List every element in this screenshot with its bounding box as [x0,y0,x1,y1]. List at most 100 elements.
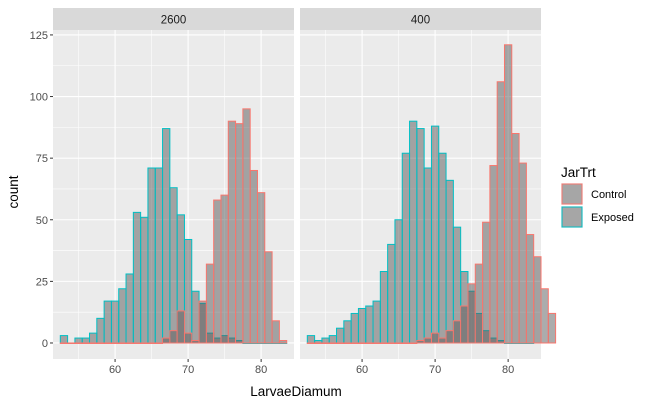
histogram-bar-control [278,340,288,344]
histogram-bar-control [401,342,411,344]
histogram-bar-exposed [423,167,432,344]
histogram-bar-control [176,310,185,344]
x-tick-label: 70 [429,364,441,376]
histogram-bar-control [489,165,498,344]
histogram-bar-exposed [191,290,200,344]
histogram-bar-control [67,342,76,344]
histogram-bar-control [103,342,112,344]
histogram-bar-exposed [438,152,447,344]
legend-label: Control [591,189,626,201]
histogram-bar-control [125,342,134,344]
y-tick-label: 100 [30,92,48,104]
histogram-bar-control [147,342,156,344]
histogram-bar-exposed [169,187,178,344]
histogram-bar-control [482,221,491,344]
histogram-bar-exposed [328,335,338,344]
histogram-bar-control [445,330,454,344]
histogram-bar-exposed [401,152,411,344]
histogram-bar-control [242,108,251,344]
facet-strip-label: 2600 [161,15,187,27]
histogram-bar-control [328,342,338,344]
histogram-bar-exposed [59,335,69,344]
facet-strip [300,8,541,30]
x-axis-title: LarvaeDiamum [250,384,342,399]
histogram-bar-control [213,199,222,344]
histogram-bar-control [162,337,171,344]
histogram-bar-control [387,342,396,344]
histogram-bar-exposed [125,273,134,344]
histogram-bar-exposed [183,238,193,344]
histogram-bar-control [357,342,367,344]
histogram-bar-control [183,332,193,344]
histogram-bar-control [372,342,381,344]
histogram-bar-exposed [357,307,367,344]
y-axis: 0 25 50 75 100 125 [30,30,53,350]
y-axis-title: count [6,175,21,208]
x-tick-label: 80 [255,364,267,376]
facet-panel-2600: 2600 60 70 80 [53,8,294,376]
histogram-bar-exposed [147,167,156,344]
legend-label: Exposed [591,212,634,224]
histogram-bar-control [452,320,462,344]
histogram-bar-control [249,169,258,344]
histogram-bars [306,44,557,344]
histogram-bar-control [518,162,527,344]
facet-panels: 2600 60 70 80 400 60 70 80 [53,8,557,376]
histogram-bar-control [81,342,91,344]
histogram-bar-control [205,263,215,344]
histogram-bar-exposed [110,300,120,344]
histogram-bar-exposed [140,216,149,344]
histogram-bar-control [140,342,149,344]
histogram-bar-exposed [387,243,396,344]
x-tick-label: 60 [109,364,121,376]
histogram-bar-exposed [162,128,171,344]
histogram-bar-exposed [416,128,425,344]
histogram-bar-control [438,337,447,344]
histogram-bar-exposed [379,271,389,344]
histogram-bar-control [321,342,330,344]
histogram-bar-exposed [118,288,127,344]
histogram-bar-control [430,332,440,344]
legend-key-swatch [561,206,583,228]
histogram-bar-control [336,342,345,344]
histogram-bar-control [264,251,273,344]
histogram-bar-control [271,320,280,344]
histogram-bar-control [191,340,200,344]
x-tick-label: 70 [182,364,194,376]
y-tick-label: 75 [36,153,48,165]
histogram-bar-control [154,342,164,344]
histogram-bar-exposed [430,125,440,344]
histogram-bar-exposed [306,335,316,344]
legend-item-exposed: Exposed [561,206,634,228]
histogram-bar-exposed [350,312,359,344]
legend-item-control: Control [561,183,626,205]
histogram-bar-control [89,342,98,344]
histogram-bar-control [110,342,120,344]
histogram-bar-control [379,342,389,344]
histogram-bar-control [511,133,520,344]
histogram-bar-control [474,263,484,344]
y-tick-label: 125 [30,30,48,42]
histogram-bar-control [169,330,178,344]
histogram-bar-control [220,194,229,344]
histogram-bar-exposed [445,179,454,344]
histogram-bar-control [306,342,316,344]
histogram-bar-control [343,342,352,344]
histogram-bar-exposed [336,327,345,344]
histogram-bar-exposed [394,219,403,344]
histogram-bar-control [416,340,425,344]
histogram-bar-control [132,342,142,344]
histogram-bar-control [496,81,505,344]
legend: JarTrt Control Exposed [561,165,634,228]
histogram-bar-exposed [154,167,164,344]
histogram-bar-control [74,342,83,344]
y-tick-label: 25 [36,276,48,288]
histogram-bar-control [409,342,418,344]
histogram-bar-exposed [81,337,91,344]
histogram-bar-control [235,123,244,344]
histogram-bar-exposed [343,320,352,344]
facet-strip-label: 400 [411,15,430,27]
histogram-bar-control [198,300,207,344]
histogram-bars [59,108,288,344]
